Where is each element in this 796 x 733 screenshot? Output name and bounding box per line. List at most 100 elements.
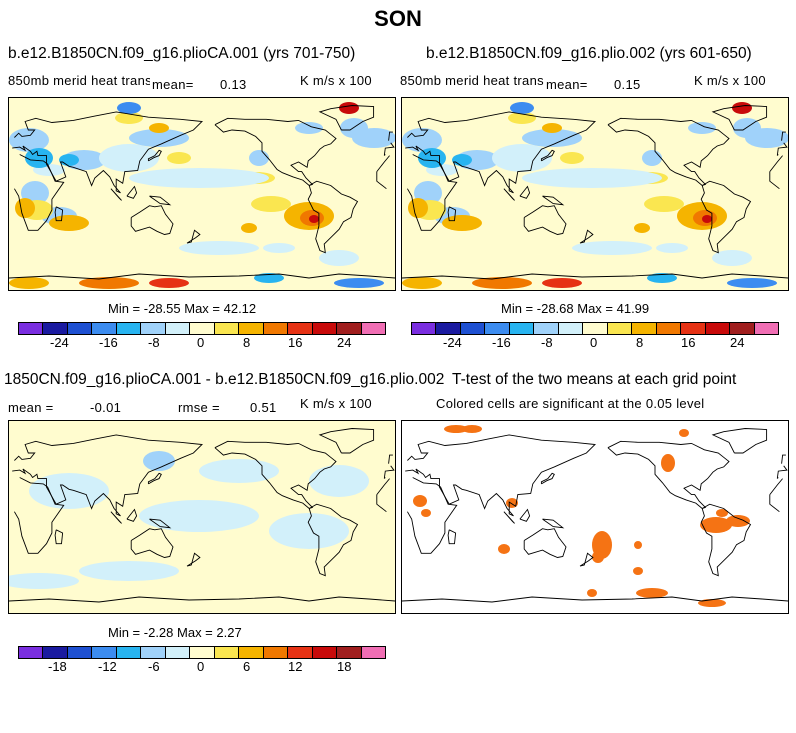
shading-region — [129, 129, 189, 147]
significant-cell-cluster — [421, 509, 431, 517]
panel2-units: K m/s x 100 — [694, 73, 766, 88]
coastline — [126, 508, 138, 522]
shading-region — [492, 144, 552, 172]
panel2-tick: -8 — [541, 335, 553, 350]
shading-region — [9, 128, 49, 152]
shading-region — [143, 451, 175, 471]
significant-cell-cluster — [679, 429, 689, 437]
shading-region — [542, 123, 562, 133]
panel2-variable-label: 850mb merid heat transp — [400, 73, 552, 88]
panel1-mean-label: mean= — [150, 77, 196, 92]
panel3-tick: -12 — [98, 659, 117, 674]
coastline — [388, 131, 393, 141]
panel3-tick: 18 — [337, 659, 352, 674]
coastline — [407, 477, 783, 554]
panel3-labelbar-ticks: -18 -12 -6 0 6 12 18 — [18, 659, 384, 675]
coastline — [540, 149, 555, 162]
coastline — [12, 111, 395, 194]
coastline — [54, 206, 64, 222]
labelbar-swatch — [67, 647, 93, 658]
panel1-variable-label: 850mb merid heat transp — [8, 73, 160, 88]
shading-region — [9, 573, 79, 589]
coastline — [519, 185, 531, 199]
panel4-subtitle: Colored cells are significant at the 0.0… — [436, 396, 705, 411]
panel1-tick: 0 — [197, 335, 205, 350]
coastline — [542, 195, 565, 206]
shading-region — [634, 223, 650, 233]
coastline — [607, 117, 730, 187]
shading-region — [656, 243, 688, 253]
coastline — [700, 180, 752, 254]
shading-region — [269, 513, 349, 549]
shading-region — [402, 128, 442, 152]
panel2-tick: 8 — [636, 335, 644, 350]
shading-region — [99, 144, 159, 172]
shading-region — [15, 198, 35, 218]
panel2-mean-value: 0.15 — [614, 77, 641, 92]
panel2-tick: -16 — [492, 335, 511, 350]
labelbar-swatch — [730, 323, 755, 334]
shading-region — [29, 473, 109, 509]
shading-region — [727, 278, 777, 288]
panel3-title: 1850CN.f09_g16.plioCA.001 - b.e12.B1850C… — [4, 371, 445, 388]
panel1-labelbar-ticks: -24 -16 -8 0 8 16 24 — [18, 335, 384, 351]
figure-title: SON — [374, 6, 422, 31]
labelbar-swatch — [116, 647, 142, 658]
labelbar-swatch — [67, 323, 93, 334]
coastline — [405, 111, 788, 194]
coastline — [14, 477, 390, 554]
panel1-mean-value: 0.13 — [220, 77, 247, 92]
panel2-tick: 24 — [730, 335, 745, 350]
shading-region — [241, 223, 257, 233]
shading-region — [542, 278, 582, 288]
significant-cell-cluster — [444, 425, 468, 433]
labelbar-swatch — [509, 323, 535, 334]
coastline — [407, 154, 783, 231]
panel1-tick: -16 — [99, 335, 118, 350]
labelbar-swatch — [214, 323, 240, 334]
panel3-tick: -6 — [148, 659, 160, 674]
coastline — [447, 529, 457, 545]
shading-region — [408, 198, 428, 218]
shading-region — [560, 152, 584, 164]
labelbar-swatch — [485, 323, 510, 334]
panel3-mean-value: -0.01 — [90, 400, 122, 415]
labelbar-swatch — [607, 323, 633, 334]
shading-region — [442, 215, 482, 231]
coastline — [700, 503, 752, 577]
shading-region — [149, 278, 189, 288]
labelbar-swatch — [239, 647, 264, 658]
coastline — [149, 518, 172, 529]
shading-region — [129, 168, 269, 188]
shading-region — [59, 154, 79, 166]
antarctica-coastline — [402, 596, 788, 603]
panel1-units: K m/s x 100 — [300, 73, 372, 88]
shading-region — [647, 273, 677, 283]
panel2-tick: -24 — [443, 335, 462, 350]
significant-cell-cluster — [633, 567, 643, 575]
panel3-units: K m/s x 100 — [300, 396, 372, 411]
labelbar-swatch — [705, 323, 731, 334]
labelbar-swatch — [190, 323, 215, 334]
panel1-tick: 16 — [288, 335, 303, 350]
coastline — [318, 105, 375, 131]
labelbar-swatch — [165, 323, 191, 334]
coastline — [579, 552, 594, 567]
panel3-tick: 12 — [288, 659, 303, 674]
coastline — [318, 428, 375, 454]
panel3-labelbar — [18, 646, 386, 659]
labelbar-swatch — [583, 323, 608, 334]
panel2-tick: 0 — [590, 335, 598, 350]
shading-region — [642, 150, 662, 166]
shading-region — [510, 102, 534, 114]
panel1-labelbar — [18, 322, 386, 335]
panel3-minmax: Min = -2.28 Max = 2.27 — [108, 625, 242, 640]
coastline — [126, 185, 138, 199]
shading-region — [688, 122, 716, 134]
significant-cell-cluster — [716, 509, 728, 517]
antarctica-coastline — [9, 596, 395, 603]
labelbar-swatch — [312, 323, 338, 334]
shading-region — [79, 561, 179, 581]
significant-cell-cluster — [462, 425, 482, 433]
shading-region — [522, 168, 662, 188]
